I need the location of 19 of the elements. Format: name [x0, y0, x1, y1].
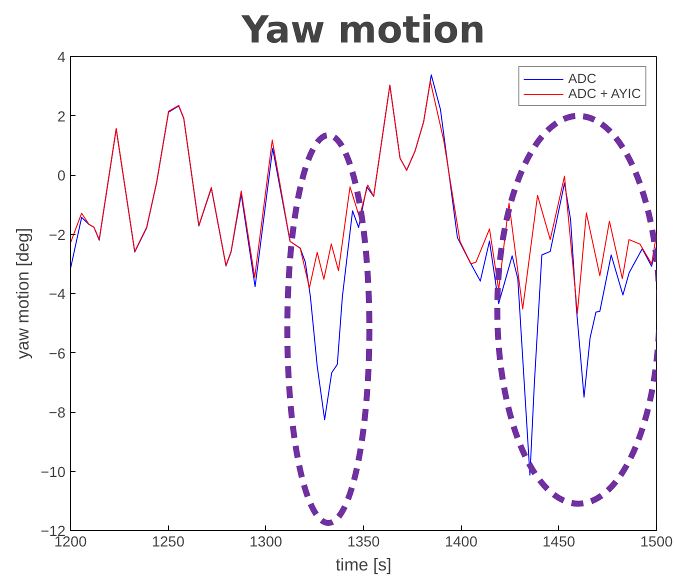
y-tick-label: −2	[48, 228, 66, 244]
chart-title: Yaw motion	[240, 8, 486, 52]
x-tick-label: 1500	[640, 534, 673, 550]
legend-label: ADC + AYIC	[568, 86, 641, 101]
y-tick-label: −6	[48, 346, 66, 362]
x-tick-label: 1450	[542, 534, 576, 550]
y-tick-label: 0	[57, 168, 66, 184]
y-tick-label: −8	[48, 406, 66, 422]
x-tick-label: 1350	[347, 534, 380, 550]
y-tick-label: −10	[40, 464, 66, 481]
y-tick-label: 2	[57, 109, 66, 126]
y-tick-label: −4	[48, 287, 66, 303]
x-axis-title: time [s]	[336, 554, 392, 574]
y-axis-title: yaw motion [deg]	[12, 228, 33, 359]
x-tick-label: 1250	[152, 534, 184, 550]
x-tick-label: 1400	[444, 534, 478, 550]
y-tick-label: 4	[57, 50, 66, 66]
legend-label: ADC	[568, 71, 596, 86]
x-tick-label: 1300	[250, 534, 282, 550]
